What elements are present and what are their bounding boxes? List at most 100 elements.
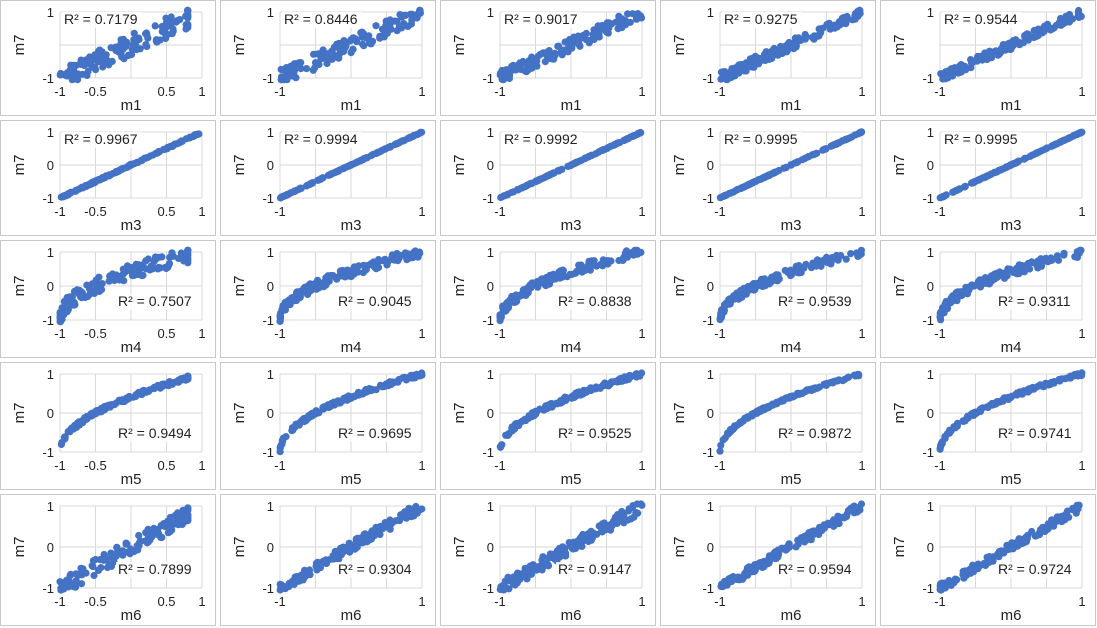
x-axis-label: m1 [121,97,142,114]
y-tick-label: 1 [707,245,714,260]
x-axis-label: m5 [561,471,582,488]
data-point [815,30,824,38]
data-point [506,297,514,306]
data-point [937,441,945,450]
x-tick-label: 1 [638,594,645,609]
y-tick-label: -1 [42,191,54,206]
data-point [531,562,539,570]
data-point [742,182,750,190]
data-point [519,57,527,66]
r2-label-bg [776,426,856,442]
r2-label-bg [116,426,196,442]
data-point [542,559,550,567]
data-point [169,27,177,35]
data-point [349,34,357,42]
data-point [995,398,1004,406]
data-point [754,560,762,568]
data-point [815,530,823,538]
y-tick-label: 1 [47,125,54,140]
data-point [135,531,143,540]
data-point [620,373,628,381]
data-point [1028,259,1036,267]
data-point [820,524,829,532]
x-tick-label: -1 [494,84,506,99]
x-tick-label: 1 [418,594,425,609]
data-point [379,31,387,40]
data-point [124,394,133,403]
data-point [623,253,631,261]
data-point [77,580,86,588]
data-point [831,24,839,32]
y-tick-label: -1 [702,313,714,328]
data-point [532,407,540,415]
x-tick-label: 1 [418,84,425,99]
data-point [598,21,606,30]
data-point [277,312,285,321]
data-point [634,250,642,258]
r2-label: R² = 0.9311 [998,293,1071,309]
scatter-panel-m5-2: R² = 0.9695 1 0 -1 m7 -1 1 m5 [220,362,436,490]
data-point [79,184,87,192]
y-axis-label: m7 [671,35,688,56]
data-point [759,56,767,64]
data-point [281,305,289,313]
y-tick-label: 1 [487,367,494,382]
data-point [277,441,286,449]
data-point [550,169,558,177]
data-point [1062,12,1070,20]
data-point [620,519,628,527]
y-tick-label: 1 [927,499,934,514]
data-point [545,273,553,281]
x-tick-label: -1 [54,326,66,341]
data-point [588,151,596,160]
data-point [404,22,412,30]
data-point [951,575,959,583]
r2-label: R² = 0.9967 [64,131,138,147]
data-point [853,249,861,257]
data-point [848,133,856,141]
data-point [59,193,67,201]
data-point [300,284,308,293]
data-point [1075,501,1083,509]
data-point [340,37,348,45]
data-point [57,440,65,449]
data-point [979,174,987,182]
data-point [327,171,335,179]
data-point [576,541,584,550]
data-point [604,257,612,265]
data-point [416,9,424,17]
x-axis-label: m3 [121,217,142,234]
data-point [833,251,841,260]
data-point [563,395,571,403]
data-point [992,168,1000,176]
data-point [283,70,291,78]
data-point [939,193,947,201]
data-point [168,249,176,257]
x-axis-label: m1 [561,97,582,114]
data-point [771,548,779,556]
data-point [343,396,351,404]
data-point [568,44,576,52]
y-axis-label: m7 [11,35,28,56]
data-point [1046,25,1054,34]
data-point [357,535,365,543]
r2-label: R² = 0.9494 [118,425,192,441]
x-tick-label: -0.5 [84,594,106,609]
r2-label: R² = 0.9539 [778,293,852,309]
data-point [999,547,1008,555]
y-tick-label: 0 [47,279,54,294]
data-point [308,281,316,289]
r2-label: R² = 0.9544 [944,11,1018,27]
data-point [311,64,319,72]
data-point [580,155,589,163]
r2-label-bg [996,426,1076,442]
x-tick-label: 0.5 [157,458,175,473]
data-point [857,500,866,508]
r2-label: R² = 0.9992 [504,131,578,147]
data-point [770,169,778,177]
x-axis-label: m1 [1001,97,1022,114]
data-point [184,20,192,28]
y-tick-label: 1 [47,5,54,20]
data-point [387,520,395,529]
scatter-panel-m1-1: R² = 0.7179 1 -1 m7 -1 -0.5 0.5 1 m1 [0,0,216,116]
